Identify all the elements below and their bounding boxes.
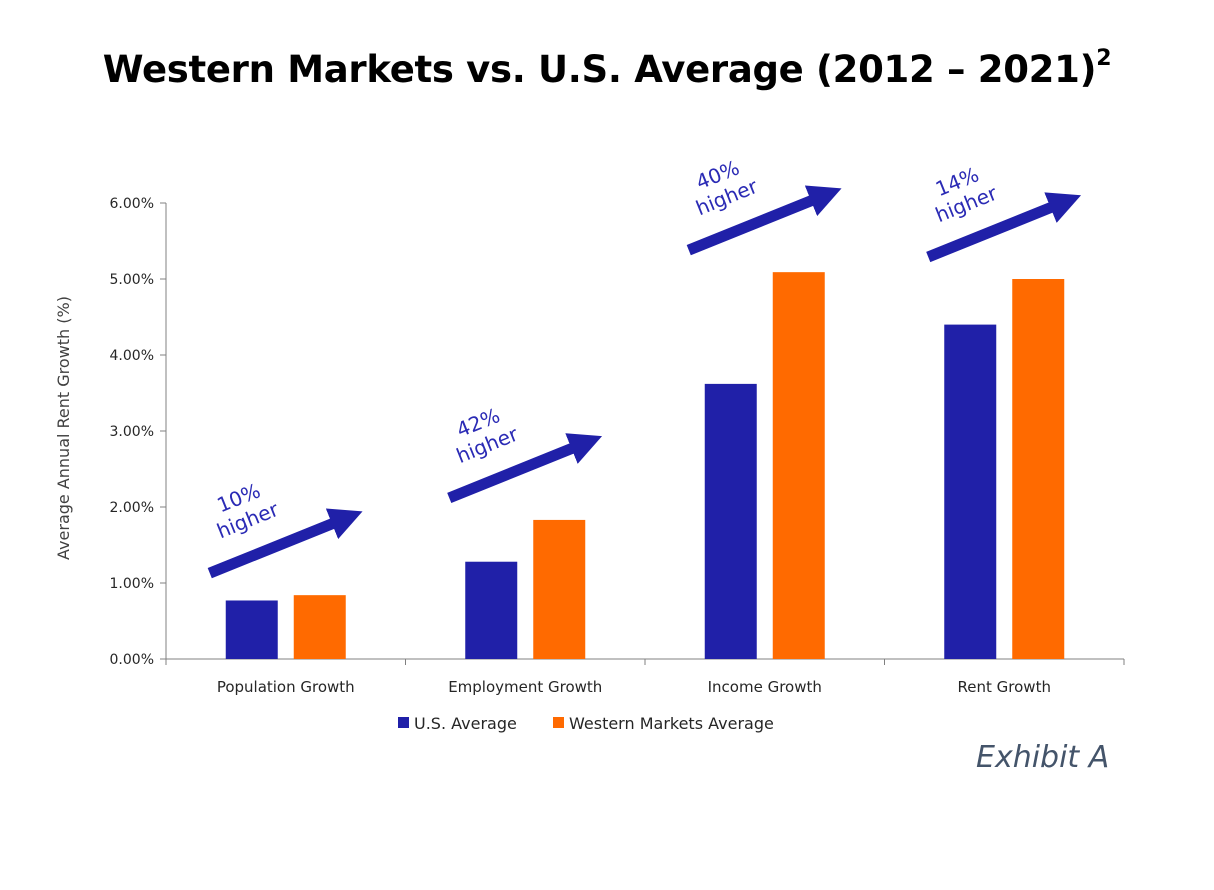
y-tick-label: 2.00% [110, 500, 154, 516]
y-tick-label: 1.00% [110, 576, 154, 592]
legend-swatch [398, 717, 409, 728]
legend-label: Western Markets Average [569, 714, 774, 733]
y-axis: 0.00% 1.00% 2.00% 3.00% 4.00% 5.00% 6.00% [110, 196, 167, 668]
callout-text-group: 14%higher [932, 162, 1001, 227]
growth-arrow [207, 508, 363, 579]
legend: U.S. Average Western Markets Average [398, 714, 774, 733]
western-markets-bar [293, 595, 346, 659]
y-tick-label: 3.00% [110, 424, 154, 440]
us-average-bar [225, 600, 278, 659]
callout-text-group: 40%higher [692, 155, 761, 220]
chart-title: Western Markets vs. U.S. Average (2012 –… [0, 45, 1214, 91]
callout-text-group: 10%higher [213, 478, 282, 543]
callout-text-group: 42%higher [453, 403, 522, 468]
y-tick-label: 4.00% [110, 348, 154, 364]
bars [225, 272, 1065, 659]
y-tick-label: 6.00% [110, 196, 154, 212]
growth-arrow [447, 433, 603, 504]
western-markets-bar [1012, 279, 1065, 659]
western-markets-bar [533, 519, 586, 659]
legend-label: U.S. Average [414, 714, 517, 733]
x-axis: Population Growth Employment Growth Income… [165, 658, 1125, 696]
y-axis-label: Average Annual Rent Growth (%) [54, 296, 73, 560]
y-tick-label: 5.00% [110, 272, 154, 288]
western-markets-bar [772, 272, 825, 659]
category-label: Rent Growth [958, 678, 1051, 696]
title-footnote-marker: 2 [1096, 45, 1112, 71]
category-label: Employment Growth [448, 678, 602, 696]
legend-swatch [553, 717, 564, 728]
us-average-bar [465, 561, 518, 659]
y-tick-label: 0.00% [110, 652, 154, 668]
us-average-bar [704, 383, 757, 659]
growth-callouts: 10%higher 42%higher 40%higher 14%higher [207, 155, 1082, 579]
chart-title-text: Western Markets vs. U.S. Average (2012 –… [102, 48, 1097, 91]
growth-arrow [926, 192, 1082, 263]
growth-arrow [686, 185, 842, 256]
category-label: Income Growth [708, 678, 822, 696]
us-average-bar [944, 324, 997, 659]
category-label: Population Growth [217, 678, 355, 696]
exhibit-label: Exhibit A [976, 740, 1110, 775]
